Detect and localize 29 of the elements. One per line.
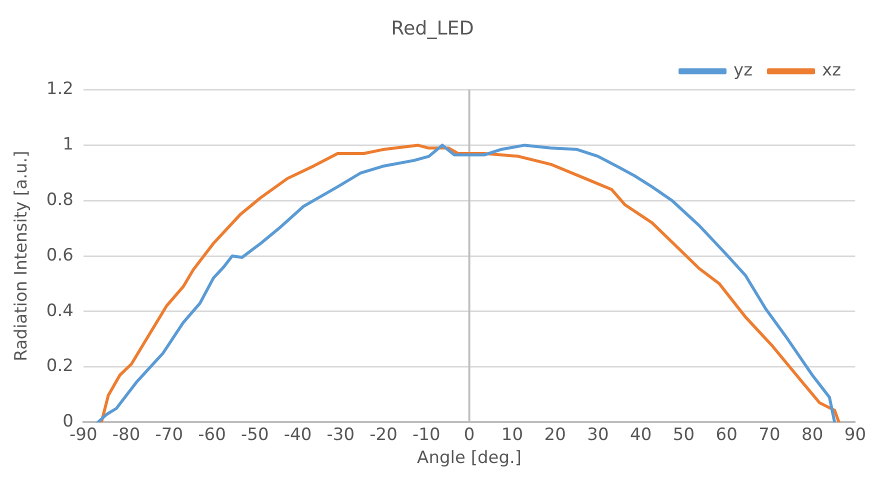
y-tick-label: 0.2	[46, 356, 74, 376]
x-tick-label: 20	[544, 424, 566, 445]
x-tick-label: -60	[198, 424, 226, 445]
x-tick-label: -30	[326, 424, 355, 445]
legend-label: yz	[734, 60, 753, 81]
x-tick-label: -20	[370, 424, 398, 445]
y-tick-label: 1	[62, 134, 74, 155]
x-tick-label: 80	[801, 424, 824, 445]
x-tick-label: 60	[716, 424, 738, 445]
x-tick-label: -40	[284, 424, 312, 445]
x-tick-label: 30	[587, 424, 609, 445]
legend-label: xz	[822, 60, 842, 81]
x-tick-label: -10	[412, 424, 440, 445]
chart-title: Red_LED	[391, 17, 474, 40]
y-axis-title: Radiation Intensity [a.u.]	[12, 150, 32, 362]
x-tick-label: 70	[758, 424, 780, 445]
y-tick-label: 0.4	[46, 300, 74, 321]
y-tick-label: 1.2	[46, 79, 74, 100]
x-tick-label: -70	[155, 424, 184, 445]
y-tick-label: 0.6	[46, 245, 74, 266]
y-tick-label: 0.8	[46, 190, 74, 210]
x-axis-title: Angle [deg.]	[417, 448, 522, 468]
x-tick-label: 10	[501, 424, 524, 445]
x-tick-label: -80	[112, 424, 140, 445]
x-tick-label: 90	[844, 424, 866, 445]
x-tick-label: -50	[241, 424, 269, 445]
x-tick-label: 0	[464, 424, 475, 445]
x-tick-label: 50	[672, 424, 695, 445]
x-tick-label: 40	[630, 424, 652, 445]
